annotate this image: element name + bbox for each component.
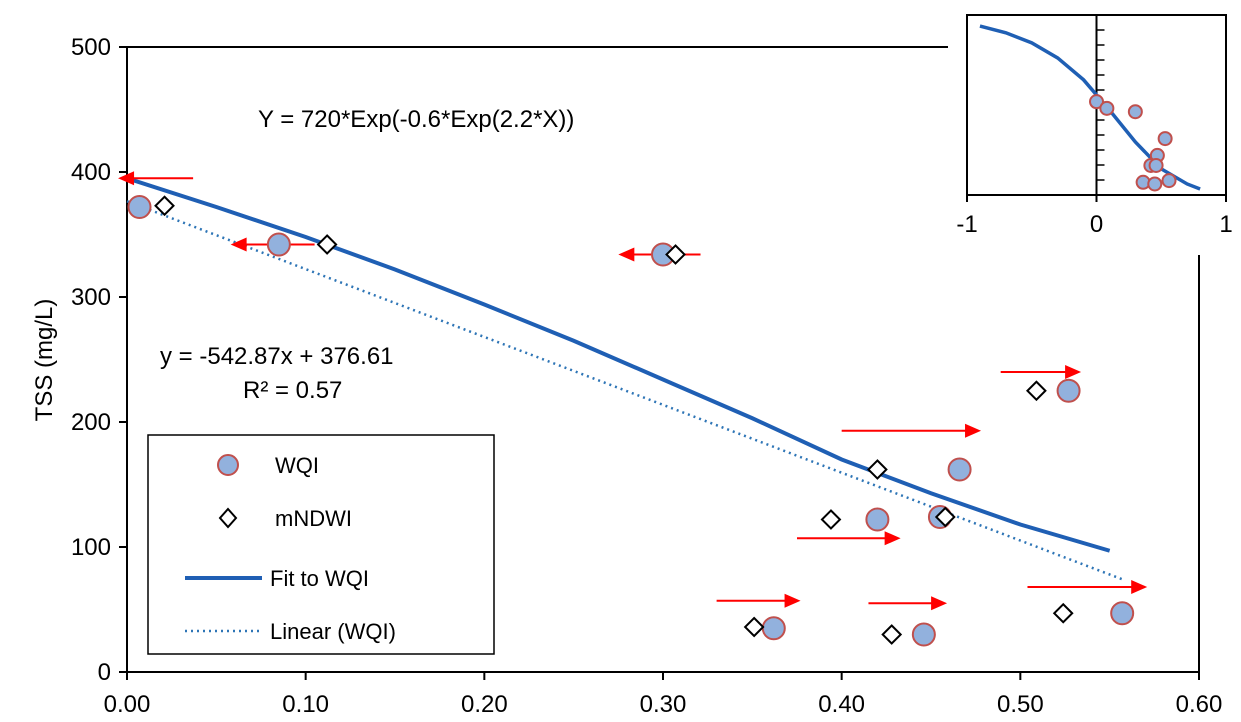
main-data-points [127, 195, 1135, 647]
y-tick-label: 400 [71, 159, 111, 186]
shift-arrow-head [1065, 365, 1082, 379]
legend: WQI mNDWI Fit to WQI Linear (WQI) [147, 434, 495, 655]
y-tick-label: 0 [98, 659, 111, 686]
shift-arrow-head [1131, 580, 1148, 594]
shift-arrow-head [884, 531, 901, 546]
legend-wqi-label: WQI [275, 453, 319, 478]
legend-wqi-marker [217, 454, 239, 476]
inset-data-points [1089, 94, 1177, 192]
x-tick-label: 0.30 [640, 691, 687, 718]
y-tick-label: 300 [71, 284, 111, 311]
shift-arrow-head [931, 596, 948, 611]
mndwi-point [1025, 380, 1047, 402]
main-axes [119, 46, 1200, 680]
mndwi-point [665, 244, 686, 265]
inset-wqi-point [1127, 104, 1143, 120]
y-tick-label: 200 [71, 409, 111, 436]
shift-arrow-head [784, 593, 801, 608]
x-tick-label: 0.20 [461, 691, 508, 718]
mndwi-point [316, 234, 338, 255]
inset-wqi-point [1147, 176, 1163, 192]
wqi-point [266, 232, 291, 257]
wqi-point [911, 622, 936, 647]
shift-arrow-head [965, 423, 982, 438]
x-tick-label: 0.50 [997, 691, 1044, 718]
shift-arrows [118, 171, 1148, 611]
inset-x-tick-label: 1 [1219, 211, 1232, 238]
x-tick-label: 0.10 [282, 691, 329, 718]
wqi-point [761, 616, 786, 641]
inset-x-tick-label: -1 [956, 211, 977, 238]
wqi-point [1056, 378, 1081, 403]
inset-wqi-point [1148, 157, 1164, 173]
inset-wqi-point [1157, 131, 1173, 147]
exp-fit-equation: Y = 720*Exp(-0.6*Exp(2.2*X)) [258, 106, 574, 133]
main-tick-labels: 0.00 0.10 0.20 0.30 0.40 0.50 0.60 0 100 200 300 40… [71, 34, 1222, 718]
legend-mndwi-label: mNDWI [275, 506, 352, 531]
mndwi-point [743, 616, 765, 638]
inset-x-tick-label: 0 [1090, 211, 1103, 238]
y-tick-label: 500 [71, 34, 111, 61]
mndwi-point [934, 506, 956, 528]
legend-box [147, 434, 495, 655]
linear-fit-equation: y = -542.87x + 376.61 [160, 343, 394, 370]
wqi-point [947, 457, 972, 482]
wqi-point [865, 507, 890, 532]
legend-mndwi-marker [218, 507, 238, 529]
fit-curve-line [126, 176, 1111, 553]
mndwi-point [820, 509, 842, 530]
shift-arrow-head [230, 237, 247, 252]
legend-fit-label: Fit to WQI [270, 566, 369, 591]
r-squared-label: R² = 0.57 [243, 377, 342, 404]
x-tick-label: 0.40 [818, 691, 865, 718]
wqi-point [127, 195, 152, 219]
mndwi-point [154, 195, 175, 217]
inset-tick-labels: -1 0 1 [956, 211, 1232, 238]
inset-wqi-point [1099, 100, 1115, 116]
inset-chart: -1 0 1 [956, 14, 1233, 238]
mndwi-point [881, 624, 903, 645]
mndwi-point [866, 459, 888, 480]
shift-arrow-head [118, 171, 135, 186]
wqi-point [1110, 601, 1135, 626]
inset-wqi-point [1089, 94, 1104, 110]
inset-wqi-point [1161, 173, 1177, 189]
y-tick-label: 100 [71, 534, 111, 561]
x-tick-label: 0.00 [104, 691, 151, 718]
legend-linear-label: Linear (WQI) [270, 619, 396, 644]
shift-arrow-head [618, 247, 635, 262]
x-tick-label: 0.60 [1176, 691, 1223, 718]
main-fit-lines [126, 176, 1123, 581]
mndwi-point [1052, 602, 1074, 624]
y-axis-title: TSS (mg/L) [31, 299, 58, 422]
